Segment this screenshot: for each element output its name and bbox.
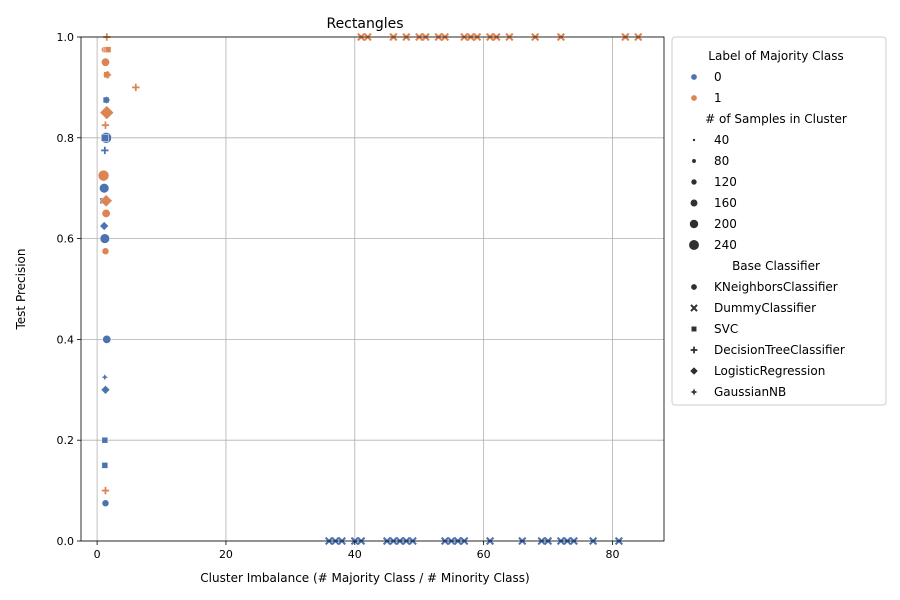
legend-style-5-label: GaussianNB (714, 385, 786, 399)
x-tick-label-4: 80 (605, 548, 619, 561)
data-point-30 (102, 96, 111, 104)
legend-size-marker-5 (688, 239, 700, 251)
x-axis-label: Cluster Imbalance (# Majority Class / # … (200, 571, 529, 585)
data-point-27 (99, 194, 113, 208)
legend-size-marker-1 (691, 158, 697, 164)
y-tick-label-5: 1.0 (57, 31, 75, 44)
y-tick-label-3: 0.6 (57, 233, 75, 246)
data-point-3 (97, 169, 110, 182)
data-point-6 (101, 208, 111, 218)
data-point-18 (101, 462, 109, 469)
data-point-17 (101, 436, 109, 444)
y-axis-label: Test Precision (14, 249, 28, 331)
data-point-1 (100, 57, 110, 67)
x-tick-label-0: 0 (94, 548, 101, 561)
data-point-9 (102, 334, 112, 344)
legend-style-marker-3 (690, 346, 698, 354)
data-point-8 (101, 247, 110, 256)
legend-size-marker-3 (689, 198, 699, 208)
legend-style-marker-1-stroke-b (690, 304, 698, 312)
data-point-15 (101, 133, 109, 142)
legend-size-marker-2 (690, 178, 698, 186)
legend-size-1-label: 80 (714, 154, 729, 168)
legend-style-marker-5 (690, 388, 698, 396)
data-point-31 (100, 184, 109, 193)
legend-style-marker-1 (690, 304, 698, 312)
legend-style-title: Base Classifier (732, 259, 820, 273)
y-tick-label-1: 0.2 (57, 434, 75, 447)
data-point-26 (99, 105, 115, 120)
data-point-12 (104, 46, 112, 53)
data-point-28 (99, 221, 109, 231)
x-tick-label-1: 20 (219, 548, 233, 561)
legend-style-3-label: DecisionTreeClassifier (714, 343, 845, 357)
data-point-25 (101, 486, 110, 495)
legend-style-1-label: DummyClassifier (714, 301, 816, 315)
legend: Label of Majority Class 0 1 # of Samples in… (671, 36, 887, 406)
data-point-7 (99, 233, 111, 244)
legend-style-2-label: SVC (714, 322, 738, 336)
data-point-10 (101, 499, 110, 508)
data-point-22 (101, 121, 110, 129)
legend-hue-1-label: 1 (714, 91, 722, 105)
axes: 0 20 40 60 80 0.0 0.2 0.4 0.6 0.8 1.0 (57, 31, 620, 561)
legend-size-title: # of Samples in Cluster (705, 112, 847, 126)
legend-style-marker-4 (689, 366, 699, 376)
data-point-20 (103, 71, 112, 79)
legend-size-marker-4 (689, 219, 699, 229)
legend-size-4-label: 200 (714, 217, 737, 231)
legend-box (671, 36, 887, 406)
legend-hue-0-label: 0 (714, 70, 722, 84)
y-tick-label-0: 0.0 (57, 535, 75, 548)
legend-size-3-label: 160 (714, 196, 737, 210)
y-tick-label-4: 0.8 (57, 132, 75, 145)
legend-size-2-label: 120 (714, 175, 737, 189)
legend-hue-marker-1 (690, 94, 698, 102)
plot-area-frame (80, 36, 665, 542)
legend-style-4-label: LogisticRegression (714, 364, 825, 378)
legend-size-marker-0 (692, 138, 696, 142)
legend-style-marker-2 (691, 326, 697, 332)
legend-hue-title: Label of Majority Class (708, 49, 843, 63)
legend-size-0-label: 40 (714, 133, 729, 147)
legend-style-0-label: KNeighborsClassifier (714, 280, 838, 294)
data-point-23 (101, 146, 109, 155)
legend-size-5-label: 240 (714, 238, 737, 252)
legend-hue-marker-0 (690, 73, 698, 81)
data-point-21 (132, 83, 140, 92)
y-tick-label-2: 0.4 (57, 333, 75, 346)
x-tick-label-3: 60 (477, 548, 491, 561)
chart-title: Rectangles (326, 16, 403, 32)
data-point-32 (101, 374, 108, 381)
legend-style-marker-0 (690, 283, 698, 291)
x-tick-label-2: 40 (348, 548, 362, 561)
data-point-29 (100, 385, 111, 395)
